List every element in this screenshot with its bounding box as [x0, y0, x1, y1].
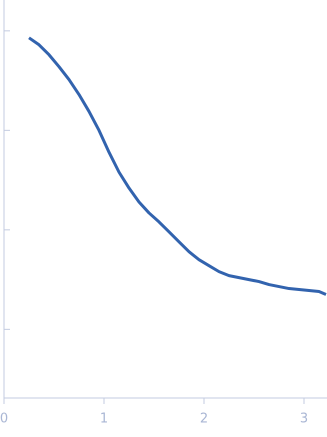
x-tick-label: 2 — [200, 412, 208, 427]
x-tick-label: 1 — [100, 412, 108, 427]
x-tick-label: 0 — [0, 412, 8, 427]
data-line — [28, 36, 327, 296]
x-tick-label: 3 — [300, 412, 308, 427]
